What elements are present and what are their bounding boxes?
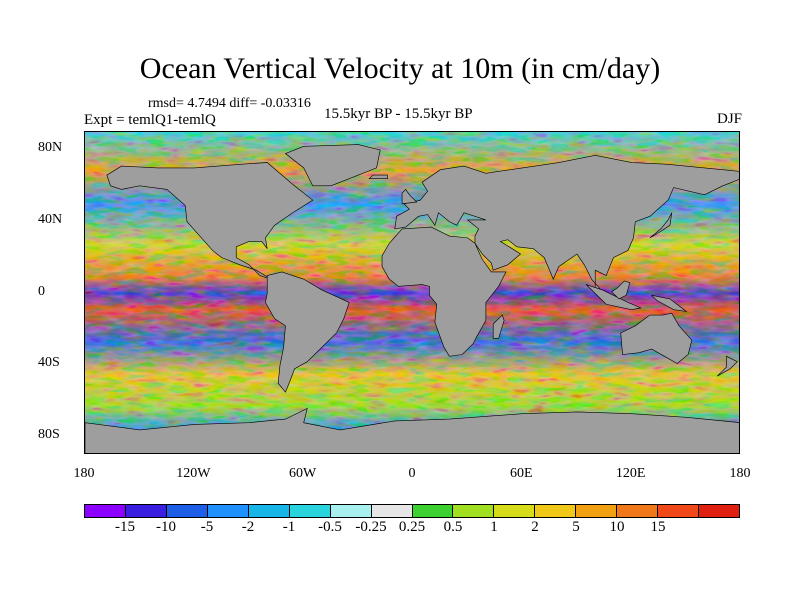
colorbar-swatch	[412, 505, 454, 517]
colorbar-swatch	[658, 505, 700, 517]
colorbar-swatch	[289, 505, 331, 517]
colorbar-swatch	[248, 505, 290, 517]
lon-label: 60E	[510, 466, 533, 481]
colorbar-swatch	[125, 505, 167, 517]
lat-label: 80N	[38, 139, 63, 155]
land-australia	[620, 312, 693, 364]
colorbar-tick-label: 5	[572, 519, 580, 535]
world-map	[85, 132, 739, 453]
lon-label: 0	[408, 466, 416, 481]
lat-label: 80S	[38, 427, 60, 443]
colorbar-tick-label: -5	[200, 519, 214, 535]
map-title: Ocean Vertical Velocity at 10m (in cm/da…	[139, 52, 661, 85]
land-masses	[85, 144, 739, 453]
colorbar-swatch	[494, 505, 536, 517]
period-label: 15.5kyr BP - 15.5kyr BP	[324, 106, 473, 122]
land-new-zealand	[717, 355, 738, 377]
colorbar-swatch	[617, 505, 659, 517]
land-new-guinea	[650, 294, 688, 312]
colorbar-swatch	[207, 505, 249, 517]
lat-label: 40N	[38, 211, 63, 227]
experiment-label: Expt = temlQ1-temlQ	[84, 112, 216, 128]
land-antarctica	[85, 407, 739, 453]
land-japan	[649, 212, 673, 239]
colorbar-tick-label: 2	[531, 519, 539, 535]
lon-label: 60W	[289, 466, 317, 481]
colorbar-tick-label: -15	[115, 519, 135, 535]
colorbar-tick-label: 1	[490, 519, 498, 535]
colorbar-tick-label: 10	[609, 519, 625, 535]
colorbar-swatch	[576, 505, 618, 517]
colorbar-swatch	[535, 505, 577, 517]
map-frame	[84, 131, 740, 454]
land-iceland	[368, 174, 388, 179]
lon-label: 120W	[176, 466, 211, 481]
land-africa	[381, 226, 507, 357]
colorbar-swatch	[453, 505, 495, 517]
land-madagascar	[492, 314, 505, 339]
stats-label: rmsd= 4.7494 diff= -0.03316	[148, 96, 311, 111]
colorbar-swatch	[699, 505, 739, 517]
season-label: DJF	[716, 111, 742, 127]
colorbar	[84, 504, 740, 518]
colorbar-swatch	[166, 505, 208, 517]
colorbar-tick-label: 0.5	[443, 519, 463, 535]
land-borneo	[611, 280, 631, 300]
lat-label: 40S	[38, 355, 60, 371]
lon-label: 180	[73, 466, 95, 481]
land-indonesia	[585, 284, 642, 310]
lat-label: 0	[38, 283, 45, 299]
colorbar-tick-label: -0.5	[318, 519, 342, 535]
lon-label: 180	[729, 466, 751, 481]
colorbar-tick-label: -0.25	[355, 519, 387, 535]
colorbar-tick-label: -2	[241, 519, 255, 535]
lon-label: 120E	[615, 466, 646, 481]
land-greenland	[284, 144, 381, 187]
land-south-america	[265, 271, 350, 393]
land-north-america	[106, 162, 314, 280]
colorbar-tick-label: 15	[650, 519, 666, 535]
land-uk	[401, 188, 418, 205]
colorbar-swatch	[371, 505, 413, 517]
colorbar-tick-label: 0.25	[398, 519, 426, 535]
colorbar-tick-label: -10	[156, 519, 176, 535]
colorbar-tick-label: -1	[282, 519, 296, 535]
colorbar-swatch	[330, 505, 372, 517]
colorbar-swatch	[85, 505, 126, 517]
